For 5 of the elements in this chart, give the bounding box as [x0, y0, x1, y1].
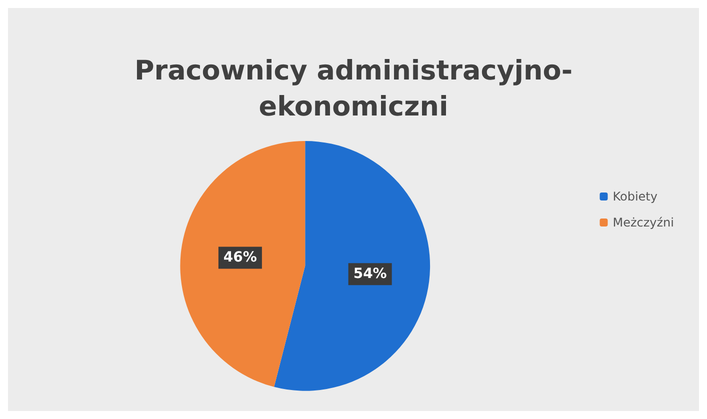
legend-label: Kobiety — [612, 190, 658, 204]
legend-label: Meżczyźni — [612, 216, 674, 230]
chart-title: Pracownicy administracyjno- ekonomiczni — [134, 56, 573, 122]
data-label: 46% — [223, 250, 257, 266]
data-label: 54% — [353, 266, 387, 282]
